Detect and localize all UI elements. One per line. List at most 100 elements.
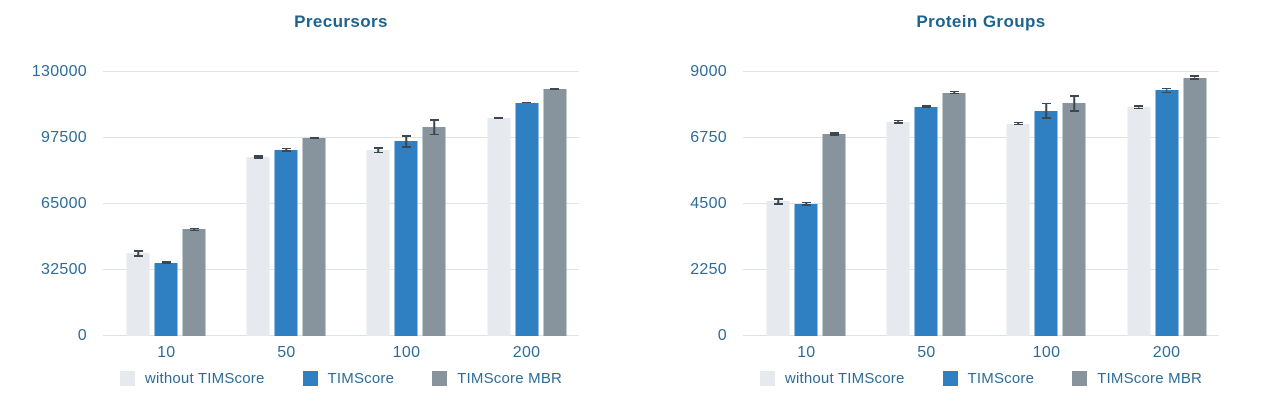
bar-slot [515,72,539,336]
error-bar-cap [949,90,959,93]
error-bar-line [405,135,408,148]
error-bar-line [193,227,196,232]
error-bar-cap [253,155,263,157]
legend-label: TIMScore [967,370,1035,387]
bar-without-timscore [246,156,270,336]
x-axis-tick-label: 100 [392,344,421,361]
chart-protein-groups: Protein Groups 0 2250 4500 6750 9000 10 50 100 2… [640,0,1280,412]
error-bar-line [897,119,900,124]
legend-item-timscore-mbr: TIMScore MBR [1072,371,1202,386]
error-bar-cap [801,204,811,206]
bar-timscore [154,262,178,336]
error-bar-cap [1134,107,1144,110]
bar-timscore [515,102,539,336]
error-bar-cap [189,227,199,230]
chart-title: Precursors [294,12,388,31]
error-bar-line [805,201,808,206]
error-bar-cap [429,133,439,136]
x-axis-tick-label: 50 [917,344,936,361]
error-bar-cap [1134,105,1144,107]
bar-slot [302,72,326,336]
y-axis-tick-label: 0 [717,327,727,344]
error-bar-cap [773,203,783,205]
error-bar-line [433,119,436,136]
bar-group-100 [1006,72,1086,336]
bar-timscore-mbr [302,138,326,336]
error-bar [1069,95,1079,112]
error-bar-cap [373,147,383,149]
error-bar [1134,105,1144,110]
legend-label: without TIMScore [144,370,265,387]
bar-group-200 [1127,72,1207,336]
bar-timscore-mbr [543,89,567,336]
error-bar-cap [161,261,171,263]
error-bar [281,147,291,152]
legend-label: TIMScore MBR [1097,370,1203,387]
bar-slot [1127,72,1151,336]
error-bar-line [953,90,956,95]
bar-timscore [1155,90,1179,336]
error-bar-cap [550,88,560,91]
error-bar-cap [133,250,143,252]
legend-item-without-timscore: without TIMScore [119,370,265,387]
error-bar-cap [1069,110,1079,112]
legend: without TIMScore TIMScore TIMScore MBR [743,371,1219,386]
gridline [103,71,579,72]
error-bar-cap [1069,95,1079,97]
error-bar [1013,121,1023,126]
legend-swatch-timscore-mbr [432,371,448,386]
error-bar-cap [829,132,839,134]
legend-item-timscore: TIMScore [942,370,1035,387]
error-bar-cap [281,150,291,152]
gridline [103,203,579,204]
bar-without-timscore [1006,123,1030,336]
y-axis-tick-label: 2250 [690,261,727,278]
bar-group-200 [487,72,567,336]
bar-slot [942,72,966,336]
error-bar [801,201,811,206]
error-bar [133,250,143,257]
bar-timscore-mbr [1062,103,1086,336]
bar-slot [543,72,567,336]
bar-slot [274,72,298,336]
legend-swatch-without-timscore [759,371,775,386]
y-axis-tick-label: 130000 [31,63,87,80]
bar-timscore-mbr [422,127,446,336]
error-bar [253,155,263,159]
bar-timscore-mbr [942,92,966,336]
x-axis-tick-label: 100 [1032,344,1061,361]
gridline [103,335,579,336]
bar-slot [246,72,270,336]
bar-group-50 [886,72,966,336]
error-bar-cap [429,119,439,121]
error-bar-cap [949,92,959,95]
error-bar-cap [373,151,383,154]
error-bar-cap [921,106,931,108]
error-bar-line [777,198,780,205]
error-bar-cap [494,117,504,120]
y-axis-tick-label: 0 [77,327,87,344]
legend-label: TIMScore [327,370,395,387]
error-bar-cap [773,198,783,200]
error-bar [161,261,171,264]
bar-group-10 [766,72,846,336]
bar-timscore [274,149,298,336]
legend-item-without-timscore: without TIMScore [759,371,905,386]
error-bar-cap [893,122,903,124]
error-bar-line [1073,95,1076,112]
bar-timscore-mbr [182,229,206,336]
x-axis-tick-label: 10 [157,344,176,361]
bar-slot [422,72,446,336]
gridline [743,71,1219,72]
error-bar-cap [1041,102,1051,105]
bar-slot [822,72,846,336]
x-axis-tick-label: 200 [1152,344,1181,361]
error-bar-cap [921,105,931,107]
error-bar [1041,102,1051,119]
error-bar [550,88,560,91]
legend: without TIMScore TIMScore TIMScore MBR [103,371,579,386]
gridline [743,203,1219,204]
error-bar-cap [189,229,199,232]
x-axis-tick-label: 200 [512,344,541,361]
